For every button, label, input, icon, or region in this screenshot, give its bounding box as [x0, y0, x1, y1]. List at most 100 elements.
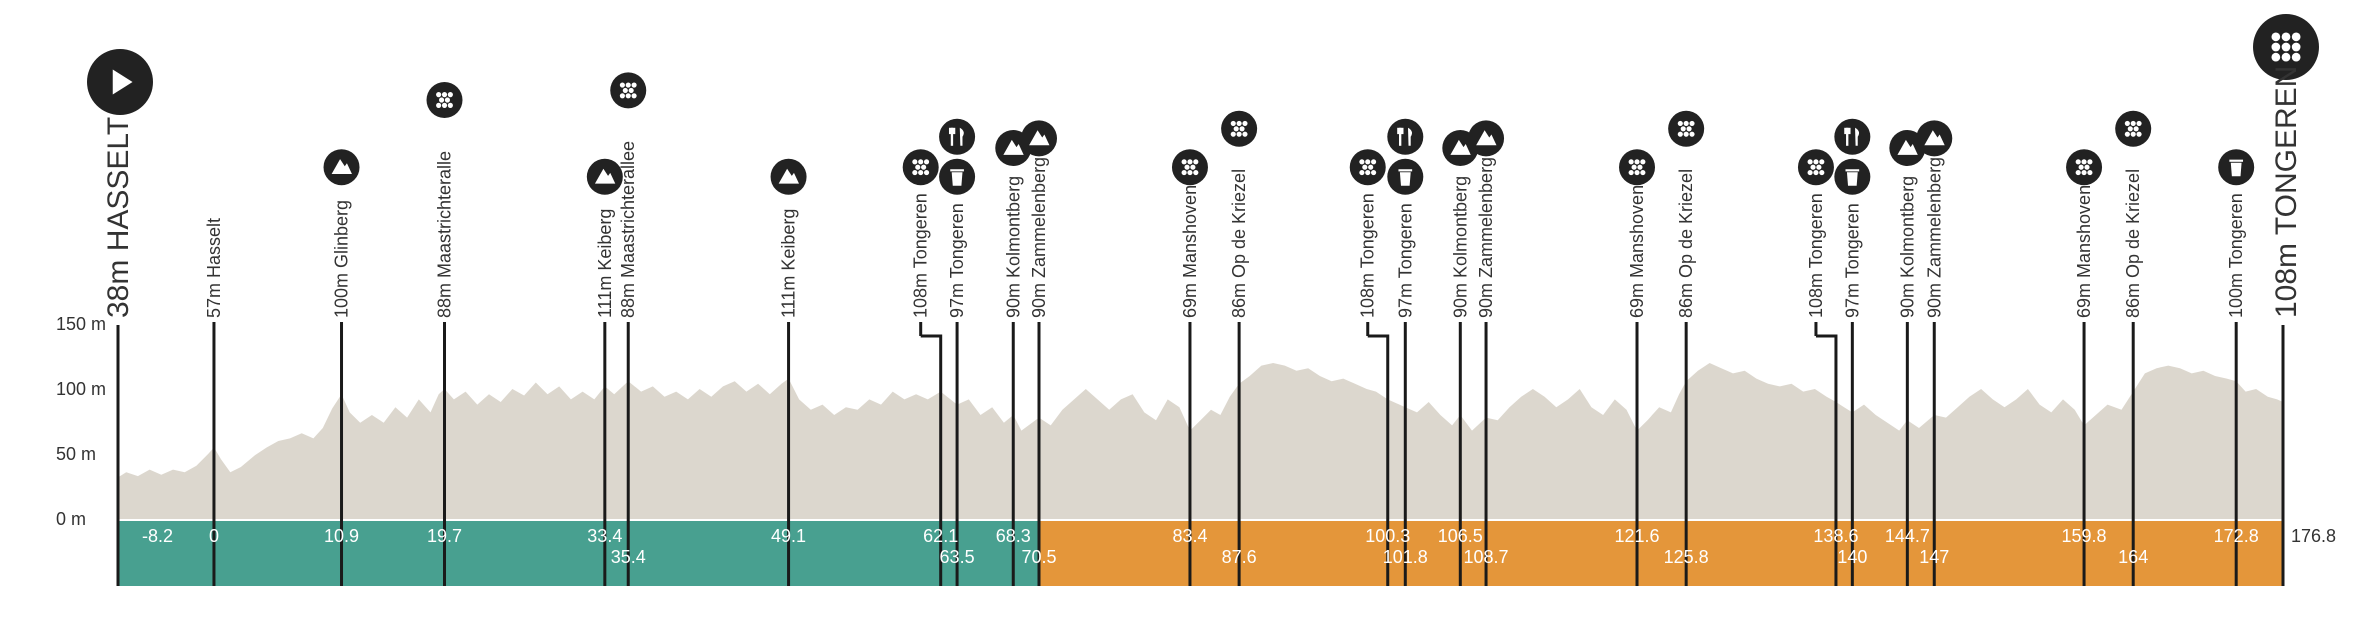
cobble-dot	[1236, 131, 1242, 137]
finish-dot	[2281, 52, 2291, 62]
marker-label: 90m Zammelenberg	[1476, 157, 1496, 318]
cobble-dot	[1680, 126, 1686, 132]
cobble-dot	[2124, 120, 2130, 126]
cobble-dot	[2084, 164, 2090, 170]
marker-km-label: 35.4	[611, 547, 646, 567]
marker-km-label: 10.9	[324, 526, 359, 546]
cobble-dot	[1813, 170, 1819, 176]
cobble-dot	[1239, 126, 1245, 132]
profile-layer	[118, 363, 2283, 519]
cobble-dot	[1187, 170, 1193, 176]
cobble-dot	[1689, 131, 1695, 137]
cobble-dot	[1807, 170, 1813, 176]
finish-km-label: 176.8	[2291, 526, 2336, 546]
marker-label: 86m Op de Kriezel	[1229, 169, 1249, 318]
marker-km-label: 140	[1837, 547, 1867, 567]
mountain-glyph	[594, 168, 616, 184]
fork-glyph	[1846, 127, 1849, 146]
cobble-dot	[1686, 126, 1692, 132]
cobble-dot	[2078, 164, 2084, 170]
finish-dot	[2271, 52, 2281, 62]
marker-km-label: 0	[209, 526, 219, 546]
marker-label: 90m Zammelenberg	[1924, 157, 1944, 318]
cobble-dot	[1628, 170, 1634, 176]
marker-label: 90m Zammelenberg	[1029, 157, 1049, 318]
finish-dot	[2271, 42, 2281, 52]
marker-label: 97m Tongeren	[947, 203, 967, 318]
cobble-dot	[1810, 164, 1816, 170]
cobble-dot	[2087, 170, 2093, 176]
cobble-dot	[1819, 159, 1825, 165]
marker-km-label: 159.8	[2062, 526, 2107, 546]
cobbles-icon	[902, 149, 939, 186]
feed-icon	[939, 118, 976, 155]
cobble-dot	[628, 87, 634, 93]
cobble-dot	[2133, 126, 2139, 132]
cobble-dot	[1233, 126, 1239, 132]
marker-km-label: 19.7	[427, 526, 462, 546]
cobble-dot	[1193, 170, 1199, 176]
icon-disc	[2066, 149, 2103, 186]
marker-label: 108m Tongeren	[911, 193, 931, 318]
cobble-dot	[441, 92, 448, 98]
cobble-dot	[1193, 159, 1199, 165]
cobble-dot	[1677, 131, 1683, 137]
icon-disc	[1619, 149, 1656, 186]
marker-km-label: 101.8	[1383, 547, 1428, 567]
marker-line	[1367, 334, 1390, 586]
cobble-dot	[1184, 164, 1190, 170]
cobble-dot	[625, 93, 631, 99]
finish-label: 108m TONGEREN	[2270, 66, 2303, 318]
finish-dot	[2291, 52, 2301, 62]
cobble-dot	[1677, 120, 1683, 126]
marker-label: 86m Op de Kriezel	[2123, 169, 2143, 318]
cobble-dot	[444, 97, 451, 103]
icon-disc	[902, 149, 939, 186]
cobble-dot	[1634, 170, 1640, 176]
marker-label: 90m Kolmontberg	[1450, 176, 1470, 318]
distance-band	[118, 521, 2283, 586]
cobble-dot	[1181, 170, 1187, 176]
cobbles-icon	[426, 82, 463, 118]
start-label: 38m HASSELT	[102, 117, 135, 318]
cobble-dot	[1371, 159, 1377, 165]
cobble-dot	[1362, 164, 1368, 170]
start-km-label: -8.2	[142, 526, 173, 546]
marker-km-label: 144.7	[1885, 526, 1930, 546]
cobble-dot	[436, 102, 442, 108]
marker-km-label: 164	[2118, 547, 2148, 567]
y-tick-label: 150 m	[56, 314, 106, 334]
climb-icon	[770, 158, 807, 195]
cobble-dot	[912, 159, 918, 165]
icon-disc	[426, 82, 463, 118]
mountain-glyph	[331, 159, 352, 175]
cobble-dot	[1816, 164, 1822, 170]
cobble-dot	[1637, 164, 1643, 170]
marker-label: 69m Manshoven	[1180, 185, 1200, 318]
marker-km-label: 138.6	[1813, 526, 1858, 546]
cobble-dot	[1365, 170, 1371, 176]
marker-line	[920, 334, 943, 586]
mountain-glyph	[778, 168, 800, 184]
mountain-glyph	[1029, 130, 1050, 146]
feed-icon	[1387, 118, 1424, 155]
knife-glyph	[1407, 127, 1413, 146]
marker-layer	[116, 322, 2285, 586]
marker-label: 97m Tongeren	[1842, 203, 1862, 318]
cobble-dot	[912, 170, 918, 176]
fork-glyph	[1398, 127, 1402, 146]
waste-icon	[1834, 158, 1871, 195]
cobble-dot	[1230, 120, 1236, 126]
waste-icon	[2218, 149, 2255, 186]
marker-line	[1815, 334, 1838, 586]
marker-label: 57m Hasselt	[204, 218, 224, 318]
cobble-dot	[1242, 120, 1248, 126]
cobble-dot	[1689, 120, 1695, 126]
marker-label: 100m Glinberg	[332, 200, 352, 318]
cobble-dot	[436, 92, 442, 98]
cobble-dot	[447, 92, 453, 98]
marker-label: 86m Op de Kriezel	[1676, 169, 1696, 318]
cobble-dot	[1236, 120, 1242, 126]
